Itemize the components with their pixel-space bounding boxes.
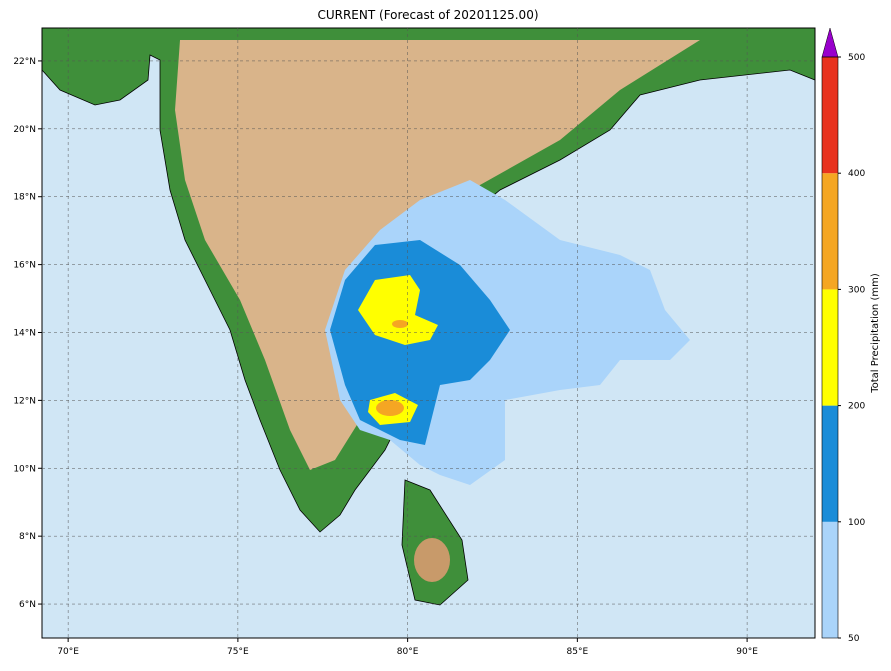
colorbar-band (822, 289, 838, 406)
sri-lanka-highland (414, 538, 450, 582)
colorbar-band (822, 57, 838, 174)
colorbar-band (822, 521, 838, 638)
y-tick-label: 14°N (13, 328, 36, 338)
india-plateau (175, 40, 700, 470)
x-tick-label: 70°E (57, 647, 79, 657)
colorbar-tick-label: 100 (848, 518, 865, 528)
colorbar-extend (821, 27, 839, 58)
colorbar-tick-label: 50 (848, 634, 860, 644)
precip-300b (392, 320, 408, 328)
y-tick-label: 20°N (13, 125, 36, 135)
x-tick-label: 75°E (227, 647, 249, 657)
colorbar-tick-label: 500 (848, 53, 865, 63)
y-tick-label: 12°N (13, 396, 36, 406)
x-tick-label: 85°E (567, 647, 589, 657)
colorbar-band (822, 405, 838, 522)
precipitation (325, 180, 690, 485)
y-tick-label: 18°N (13, 193, 36, 203)
colorbar-tick-label: 200 (848, 402, 865, 412)
colorbar-frame (821, 56, 839, 639)
y-tick-label: 8°N (19, 532, 36, 542)
colorbar-tick-label: 400 (848, 169, 865, 179)
map-frame (41, 27, 816, 639)
colorbar-label: Total Precipitation (mm) (870, 273, 881, 394)
precip-200 (358, 275, 438, 345)
y-tick-label: 6°N (19, 600, 36, 610)
map-title: CURRENT (Forecast of 20201125.00) (317, 8, 538, 22)
colorbar-tick-label: 300 (848, 285, 865, 295)
colorbar: 50 100 200 300 400 500 (821, 27, 865, 644)
x-tick-label: 90°E (736, 647, 758, 657)
y-tick-label: 16°N (13, 261, 36, 271)
y-tick-label: 10°N (13, 464, 36, 474)
map (41, 27, 816, 639)
precip-300 (376, 400, 404, 416)
x-tick-label: 80°E (397, 647, 419, 657)
colorbar-band (822, 173, 838, 290)
y-tick-label: 22°N (13, 57, 36, 67)
